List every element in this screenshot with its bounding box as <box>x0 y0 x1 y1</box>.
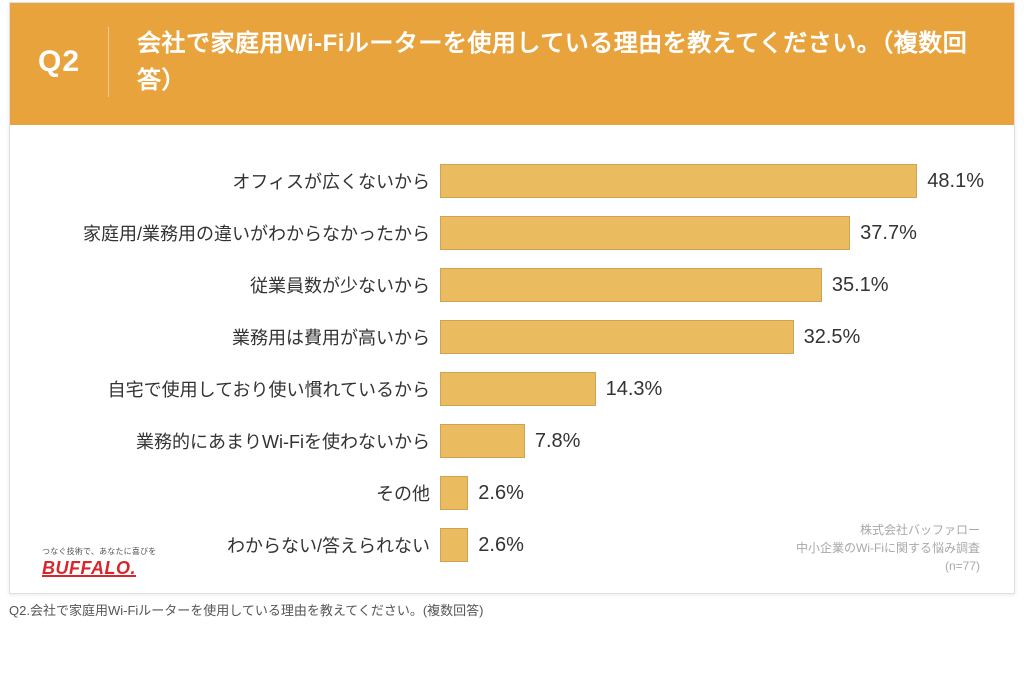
bar <box>440 372 596 406</box>
bar <box>440 164 917 198</box>
bar-value: 35.1% <box>832 274 889 297</box>
bar-label: 業務用は費用が高いから <box>40 324 440 350</box>
bar-track: 2.6% <box>440 467 984 519</box>
bar-value: 37.7% <box>860 222 917 245</box>
question-text: 会社で家庭用Wi-Fiルーターを使用している理由を教えてください。（複数回答） <box>109 25 986 99</box>
bar-value: 7.8% <box>535 430 581 453</box>
survey-card: Q2 会社で家庭用Wi-Fiルーターを使用している理由を教えてください。（複数回… <box>9 2 1015 594</box>
bar-track: 14.3% <box>440 363 984 415</box>
figure-caption: Q2.会社で家庭用Wi-Fiルーターを使用している理由を教えてください。(複数回… <box>9 600 1015 619</box>
bar-value: 32.5% <box>804 326 861 349</box>
horizontal-bar-chart: オフィスが広くないから 48.1% 家庭用/業務用の違いがわからなかったから 37.7… <box>40 155 984 571</box>
bar-value: 2.6% <box>478 534 524 557</box>
bar-value: 14.3% <box>606 378 663 401</box>
bar <box>440 320 794 354</box>
bar <box>440 528 468 562</box>
question-number: Q2 <box>38 45 108 79</box>
bar <box>440 476 468 510</box>
bar <box>440 268 822 302</box>
chart-row: オフィスが広くないから 48.1% <box>40 155 984 207</box>
bar-track: 7.8% <box>440 415 984 467</box>
source-line-1: 株式会社バッファロー <box>796 521 980 539</box>
brand-logo: つなぐ技術で、あなたに喜びを BUFFALO. <box>42 546 156 579</box>
bar-label: 従業員数が少ないから <box>40 272 440 298</box>
chart-row: 従業員数が少ないから 35.1% <box>40 259 984 311</box>
bar-track: 48.1% <box>440 155 984 207</box>
chart-row: 自宅で使用しており使い慣れているから 14.3% <box>40 363 984 415</box>
chart-row: 家庭用/業務用の違いがわからなかったから 37.7% <box>40 207 984 259</box>
bar-value: 48.1% <box>927 170 984 193</box>
bar-track: 32.5% <box>440 311 984 363</box>
chart-row: 業務用は費用が高いから 32.5% <box>40 311 984 363</box>
bar-track: 35.1% <box>440 259 984 311</box>
source-line-2: 中小企業のWi-Fiに関する悩み調査 <box>796 539 980 557</box>
question-header: Q2 会社で家庭用Wi-Fiルーターを使用している理由を教えてください。（複数回… <box>10 3 1014 125</box>
bar-value: 2.6% <box>478 482 524 505</box>
chart-row: その他 2.6% <box>40 467 984 519</box>
chart-body: オフィスが広くないから 48.1% 家庭用/業務用の違いがわからなかったから 37.7… <box>10 125 1014 593</box>
source-attribution: 株式会社バッファロー 中小企業のWi-Fiに関する悩み調査 (n=77) <box>796 521 980 575</box>
bar-track: 37.7% <box>440 207 984 259</box>
bar-label: 業務的にあまりWi-Fiを使わないから <box>40 428 440 454</box>
logo-tagline: つなぐ技術で、あなたに喜びを <box>42 546 156 557</box>
bar-label: その他 <box>40 480 440 506</box>
logo-name: BUFFALO. <box>42 558 156 579</box>
bar-label: 家庭用/業務用の違いがわからなかったから <box>40 220 440 246</box>
source-line-3: (n=77) <box>796 557 980 575</box>
bar <box>440 424 525 458</box>
bar-label: オフィスが広くないから <box>40 168 440 194</box>
bar-label: 自宅で使用しており使い慣れているから <box>40 376 440 402</box>
chart-row: 業務的にあまりWi-Fiを使わないから 7.8% <box>40 415 984 467</box>
bar <box>440 216 850 250</box>
